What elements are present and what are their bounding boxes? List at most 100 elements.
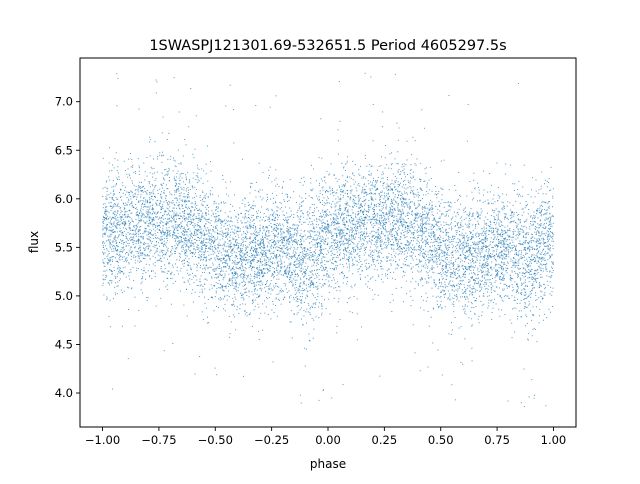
data-point bbox=[117, 159, 119, 161]
data-point bbox=[172, 234, 174, 236]
data-point bbox=[470, 252, 472, 254]
data-point bbox=[255, 251, 257, 253]
data-point bbox=[377, 252, 379, 254]
data-point bbox=[292, 252, 294, 254]
data-point bbox=[516, 283, 518, 285]
data-point bbox=[179, 242, 181, 244]
data-point bbox=[174, 240, 176, 242]
data-point bbox=[530, 296, 532, 298]
data-point bbox=[406, 245, 408, 247]
data-point bbox=[352, 248, 354, 250]
data-point bbox=[269, 214, 271, 216]
data-point bbox=[502, 254, 504, 256]
data-point bbox=[389, 206, 391, 208]
data-point bbox=[219, 244, 221, 246]
data-point bbox=[233, 109, 235, 111]
data-point bbox=[444, 240, 446, 242]
data-point bbox=[263, 246, 265, 248]
data-point bbox=[316, 226, 318, 228]
data-point bbox=[525, 269, 526, 271]
data-point bbox=[102, 215, 104, 217]
data-point bbox=[154, 185, 156, 187]
data-point bbox=[333, 218, 335, 220]
data-point bbox=[405, 244, 407, 246]
data-point bbox=[283, 236, 285, 238]
data-point bbox=[491, 253, 493, 255]
data-point bbox=[452, 270, 454, 272]
data-point bbox=[117, 178, 119, 180]
data-point bbox=[289, 278, 291, 280]
data-point bbox=[501, 244, 503, 246]
data-point bbox=[349, 253, 351, 255]
data-point bbox=[415, 214, 417, 216]
data-point bbox=[472, 212, 474, 214]
data-point bbox=[505, 253, 507, 255]
data-point bbox=[113, 193, 115, 195]
data-point bbox=[137, 215, 139, 217]
data-point bbox=[332, 222, 334, 224]
data-point bbox=[446, 275, 448, 277]
data-point bbox=[498, 238, 500, 240]
data-point bbox=[249, 236, 251, 238]
data-point bbox=[252, 280, 254, 282]
data-point bbox=[395, 268, 397, 270]
data-point bbox=[267, 264, 269, 266]
data-point bbox=[389, 229, 391, 231]
data-point bbox=[102, 251, 104, 253]
data-point bbox=[371, 193, 373, 195]
data-point bbox=[181, 261, 183, 263]
data-point bbox=[496, 162, 498, 164]
data-point bbox=[184, 201, 186, 203]
data-point bbox=[187, 239, 189, 241]
data-point bbox=[475, 256, 477, 258]
data-point bbox=[312, 239, 314, 240]
data-point bbox=[338, 212, 340, 214]
data-point bbox=[271, 289, 273, 291]
data-point bbox=[391, 236, 393, 237]
data-point bbox=[173, 232, 175, 234]
data-point bbox=[252, 227, 254, 229]
data-point bbox=[234, 287, 236, 289]
data-point bbox=[252, 239, 254, 241]
data-point bbox=[411, 232, 413, 234]
data-point bbox=[414, 213, 416, 215]
data-point bbox=[528, 281, 530, 283]
data-point bbox=[483, 243, 485, 245]
data-point bbox=[474, 227, 476, 229]
data-point bbox=[492, 234, 494, 236]
data-point bbox=[477, 273, 479, 275]
data-point bbox=[476, 213, 478, 215]
data-point bbox=[410, 226, 412, 228]
data-point bbox=[498, 234, 500, 236]
data-point bbox=[497, 274, 499, 276]
data-point bbox=[149, 221, 151, 223]
data-point bbox=[172, 201, 174, 203]
data-point bbox=[393, 248, 395, 250]
data-point bbox=[128, 194, 130, 196]
data-point bbox=[104, 252, 106, 254]
data-point bbox=[454, 225, 456, 227]
data-point bbox=[315, 180, 317, 182]
data-point bbox=[207, 247, 209, 249]
data-point bbox=[225, 266, 227, 268]
data-point bbox=[183, 218, 185, 220]
data-point bbox=[482, 230, 484, 232]
data-point bbox=[496, 231, 498, 233]
data-point bbox=[196, 195, 198, 197]
data-point bbox=[107, 258, 109, 260]
data-point bbox=[159, 216, 161, 218]
data-point bbox=[194, 242, 196, 244]
data-point bbox=[534, 287, 536, 289]
data-point bbox=[193, 234, 195, 236]
data-point bbox=[476, 252, 478, 254]
data-point bbox=[479, 254, 481, 256]
data-point bbox=[460, 224, 462, 226]
data-point bbox=[462, 289, 464, 291]
data-point bbox=[109, 261, 111, 263]
data-point bbox=[210, 253, 212, 255]
data-point bbox=[246, 230, 248, 232]
data-point bbox=[491, 318, 493, 320]
data-point bbox=[299, 244, 301, 246]
data-point bbox=[106, 224, 108, 226]
data-point bbox=[493, 250, 495, 252]
